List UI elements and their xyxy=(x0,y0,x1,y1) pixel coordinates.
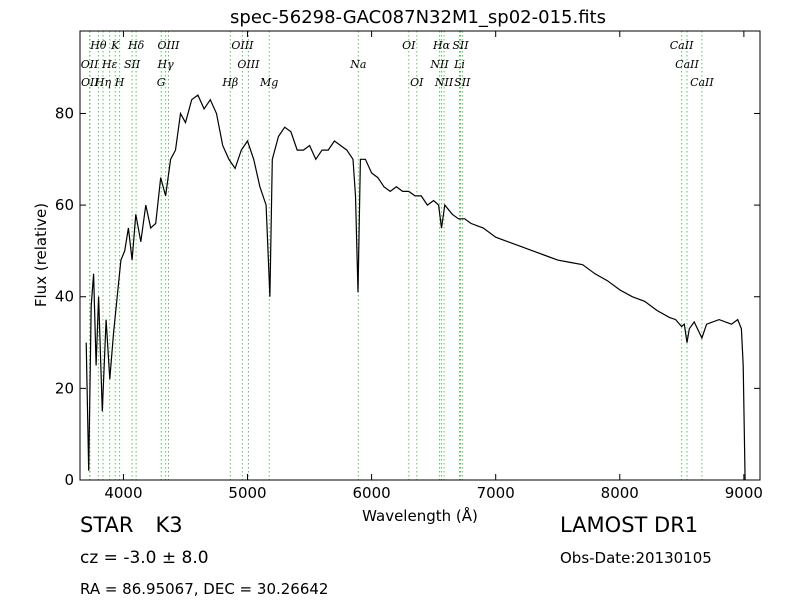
line-label: OIII xyxy=(231,39,254,52)
line-label: H xyxy=(114,76,125,89)
chart-title: spec-56298-GAC087N32M1_sp02-015.fits xyxy=(230,7,606,28)
line-label: Na xyxy=(349,58,366,71)
line-label: Hη xyxy=(94,76,112,89)
observation-date: Obs-Date:20130105 xyxy=(560,549,712,567)
y-tick-label: 60 xyxy=(55,196,74,214)
line-label: OIII xyxy=(157,39,180,52)
subclass-label: K3 xyxy=(155,513,183,537)
line-label: SII xyxy=(124,58,141,71)
line-label: Hδ xyxy=(127,39,145,52)
line-label: CaII xyxy=(690,76,714,89)
line-label: NII xyxy=(429,58,449,71)
x-tick-label: 9000 xyxy=(725,484,763,502)
line-label: Hθ xyxy=(89,39,107,52)
line-label: K xyxy=(110,39,120,52)
plot-frame xyxy=(79,30,761,481)
line-label: CaII xyxy=(670,39,694,52)
line-label: NII xyxy=(434,76,454,89)
x-tick-label: 8000 xyxy=(601,484,639,502)
line-label: OIII xyxy=(237,58,260,71)
line-label: Hγ xyxy=(157,58,175,71)
line-label: SII xyxy=(454,76,471,89)
redshift-readout: cz = -3.0 ± 8.0 xyxy=(80,548,209,568)
y-tick-label: 40 xyxy=(55,288,74,306)
y-tick-label: 80 xyxy=(55,104,74,122)
x-axis-label: Wavelength (Å) xyxy=(362,506,478,525)
survey-name: LAMOST DR1 xyxy=(560,513,699,537)
line-label: Hβ xyxy=(221,76,238,89)
line-label: G xyxy=(157,76,166,89)
line-label: OI xyxy=(410,76,424,89)
x-tick-label: 7000 xyxy=(477,484,515,502)
x-axis: 4000 5000 6000 7000 8000 9000 xyxy=(104,31,763,502)
line-label: OII xyxy=(81,76,99,89)
line-label: OI xyxy=(402,39,416,52)
coordinates-readout: RA = 86.95067, DEC = 30.26642 xyxy=(80,580,329,598)
y-tick-label: 20 xyxy=(55,379,74,397)
line-label: SII xyxy=(452,39,469,52)
line-label: Hα xyxy=(432,39,451,52)
line-label: OII xyxy=(81,58,99,71)
y-tick-label: 0 xyxy=(64,471,74,489)
line-label: Mg xyxy=(259,76,278,89)
spectral-line-markers xyxy=(89,31,703,480)
line-label: Hε xyxy=(101,58,118,71)
x-tick-label: 6000 xyxy=(353,484,391,502)
spectrum-line xyxy=(85,94,746,481)
object-class: STAR K3 xyxy=(80,513,183,537)
y-axis: 0 20 40 60 80 xyxy=(55,104,760,489)
class-label: STAR xyxy=(80,513,134,537)
line-label: CaII xyxy=(675,58,699,71)
line-label: Li xyxy=(453,58,465,71)
y-axis-label: Flux (relative) xyxy=(32,203,50,307)
x-tick-label: 4000 xyxy=(104,484,142,502)
x-tick-label: 5000 xyxy=(228,484,266,502)
